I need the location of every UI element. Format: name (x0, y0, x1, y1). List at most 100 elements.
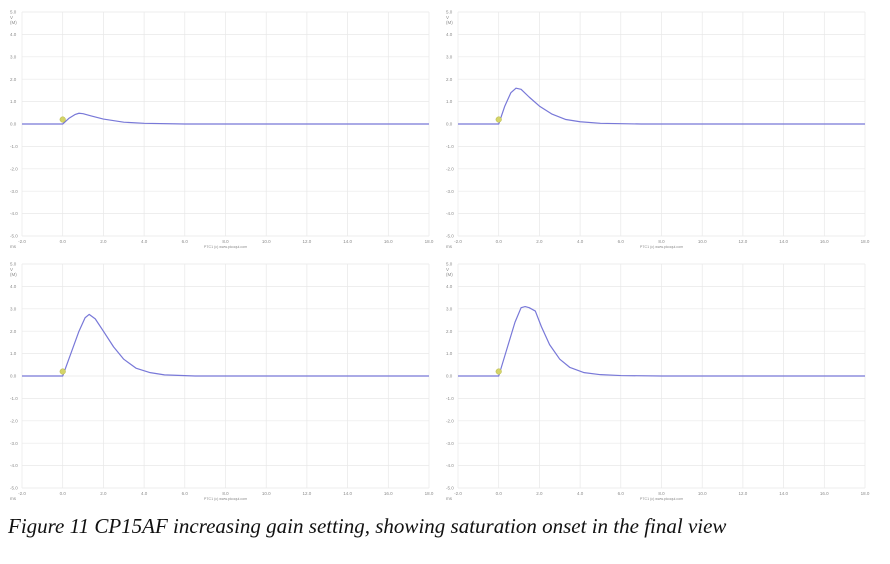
chart-panel-2: -2.0 0.0 2.0 4.0 6.0 8.0 10.0 12.0 14.0 16.0 18.0 5… (440, 4, 880, 254)
y-tick-label: -3.0 (446, 189, 454, 194)
y-unit-label: V (446, 15, 449, 20)
y-tick-label: 4.0 (446, 32, 453, 37)
trigger-marker (59, 368, 66, 375)
y-tick-label: 1.0 (446, 351, 453, 356)
y-tick-label: 5.0 (446, 10, 453, 15)
y-unit-multiplier: (M) (10, 20, 17, 25)
y-tick-label: -1.0 (10, 396, 18, 401)
signal-trace-line (22, 112, 429, 125)
x-tick-label: 16.0 (820, 239, 829, 244)
y-unit-label: V (10, 267, 13, 272)
trigger-marker (495, 116, 502, 123)
x-tick-label: 4.0 (577, 491, 584, 496)
y-tick-label: -2.0 (446, 166, 454, 171)
y-unit-label: V (446, 267, 449, 272)
x-tick-label: 4.0 (141, 239, 148, 244)
chart-2: -2.0 0.0 2.0 4.0 6.0 8.0 10.0 12.0 14.0 16.0 18.0 5… (446, 10, 870, 249)
x-tick-label: 18.0 (861, 491, 870, 496)
trigger-marker (59, 116, 66, 123)
y-tick-label: -5.0 (446, 486, 454, 491)
y-tick-label: 1.0 (446, 99, 453, 104)
signal-trace-line (458, 87, 865, 125)
y-tick-label: 4.0 (446, 284, 453, 289)
x-tick-label: 14.0 (343, 491, 352, 496)
signal-trace-line (22, 313, 429, 377)
chart-panel-1: -2.0 0.0 2.0 4.0 6.0 8.0 10.0 12.0 14.0 16.0 18.0 5… (4, 4, 444, 254)
y-tick-label: 4.0 (10, 284, 17, 289)
chart-1: -2.0 0.0 2.0 4.0 6.0 8.0 10.0 12.0 14.0 16.0 18.0 5… (10, 10, 434, 249)
y-tick-label: -1.0 (10, 144, 18, 149)
x-tick-label: 6.0 (182, 491, 189, 496)
x-tick-label: 0.0 (496, 239, 503, 244)
x-tick-label: 16.0 (820, 491, 829, 496)
chart-4: -2.0 0.0 2.0 4.0 6.0 8.0 10.0 12.0 14.0 16.0 18.0 5… (446, 262, 870, 501)
y-tick-label: 0.0 (10, 122, 17, 127)
x-tick-label: 2.0 (100, 491, 107, 496)
y-tick-label: 3.0 (446, 306, 453, 311)
y-tick-label: 0.0 (446, 122, 453, 127)
chart-3: -2.0 0.0 2.0 4.0 6.0 8.0 10.0 12.0 14.0 16.0 18.0 5… (10, 262, 434, 501)
y-tick-label: -3.0 (10, 189, 18, 194)
y-tick-label: 1.0 (10, 351, 17, 356)
y-unit-multiplier: (M) (10, 272, 17, 277)
y-tick-label: 2.0 (10, 77, 17, 82)
y-tick-label: -4.0 (446, 211, 454, 216)
y-tick-label: 3.0 (446, 54, 453, 59)
y-tick-label: 3.0 (10, 54, 17, 59)
x-unit-label: ms (10, 496, 17, 501)
y-unit-label: V (10, 15, 13, 20)
y-tick-label: -4.0 (10, 463, 18, 468)
x-tick-label: -2.0 (18, 239, 26, 244)
x-tick-label: 10.0 (262, 239, 271, 244)
y-unit-multiplier: (M) (446, 272, 453, 277)
y-tick-label: 0.0 (446, 374, 453, 379)
software-footer: PTC1 (c) www.picoqui.com (204, 245, 247, 249)
x-tick-label: 18.0 (425, 491, 434, 496)
x-tick-label: 6.0 (182, 239, 189, 244)
x-tick-label: 8.0 (222, 491, 229, 496)
x-tick-label: -2.0 (454, 239, 462, 244)
x-tick-label: 12.0 (303, 491, 312, 496)
x-tick-label: 0.0 (60, 239, 67, 244)
y-tick-label: 2.0 (10, 329, 17, 334)
y-tick-label: -3.0 (446, 441, 454, 446)
x-tick-label: 0.0 (496, 491, 503, 496)
x-tick-label: 0.0 (60, 491, 67, 496)
x-tick-label: -2.0 (18, 491, 26, 496)
y-tick-label: 5.0 (10, 10, 17, 15)
y-tick-label: -1.0 (446, 144, 454, 149)
signal-trace-line (458, 305, 865, 377)
x-tick-label: 8.0 (658, 491, 665, 496)
x-tick-label: -2.0 (454, 491, 462, 496)
x-tick-label: 4.0 (577, 239, 584, 244)
x-tick-label: 14.0 (343, 239, 352, 244)
y-tick-label: 0.0 (10, 374, 17, 379)
y-tick-label: -3.0 (10, 441, 18, 446)
y-tick-label: -2.0 (10, 166, 18, 171)
x-tick-label: 16.0 (384, 239, 393, 244)
x-tick-label: 6.0 (618, 239, 625, 244)
x-tick-label: 18.0 (425, 239, 434, 244)
x-tick-label: 8.0 (658, 239, 665, 244)
x-tick-label: 12.0 (303, 239, 312, 244)
figure-caption: Figure 11 CP15AF increasing gain setting… (8, 514, 727, 538)
x-tick-label: 14.0 (779, 239, 788, 244)
y-tick-label: 5.0 (446, 262, 453, 267)
y-tick-label: -4.0 (446, 463, 454, 468)
x-tick-label: 16.0 (384, 491, 393, 496)
y-tick-label: -5.0 (10, 486, 18, 491)
x-tick-label: 12.0 (739, 239, 748, 244)
chart-panel-4: -2.0 0.0 2.0 4.0 6.0 8.0 10.0 12.0 14.0 16.0 18.0 5… (440, 256, 880, 506)
y-tick-label: -4.0 (10, 211, 18, 216)
x-tick-label: 18.0 (861, 239, 870, 244)
x-tick-label: 4.0 (141, 491, 148, 496)
x-tick-label: 2.0 (536, 239, 543, 244)
x-unit-label: ms (10, 244, 17, 249)
x-tick-label: 10.0 (698, 491, 707, 496)
x-tick-label: 14.0 (779, 491, 788, 496)
x-unit-label: ms (446, 244, 453, 249)
x-tick-label: 10.0 (698, 239, 707, 244)
software-footer: PTC1 (c) www.picoqui.com (640, 245, 683, 249)
x-tick-label: 2.0 (100, 239, 107, 244)
y-tick-label: 2.0 (446, 329, 453, 334)
